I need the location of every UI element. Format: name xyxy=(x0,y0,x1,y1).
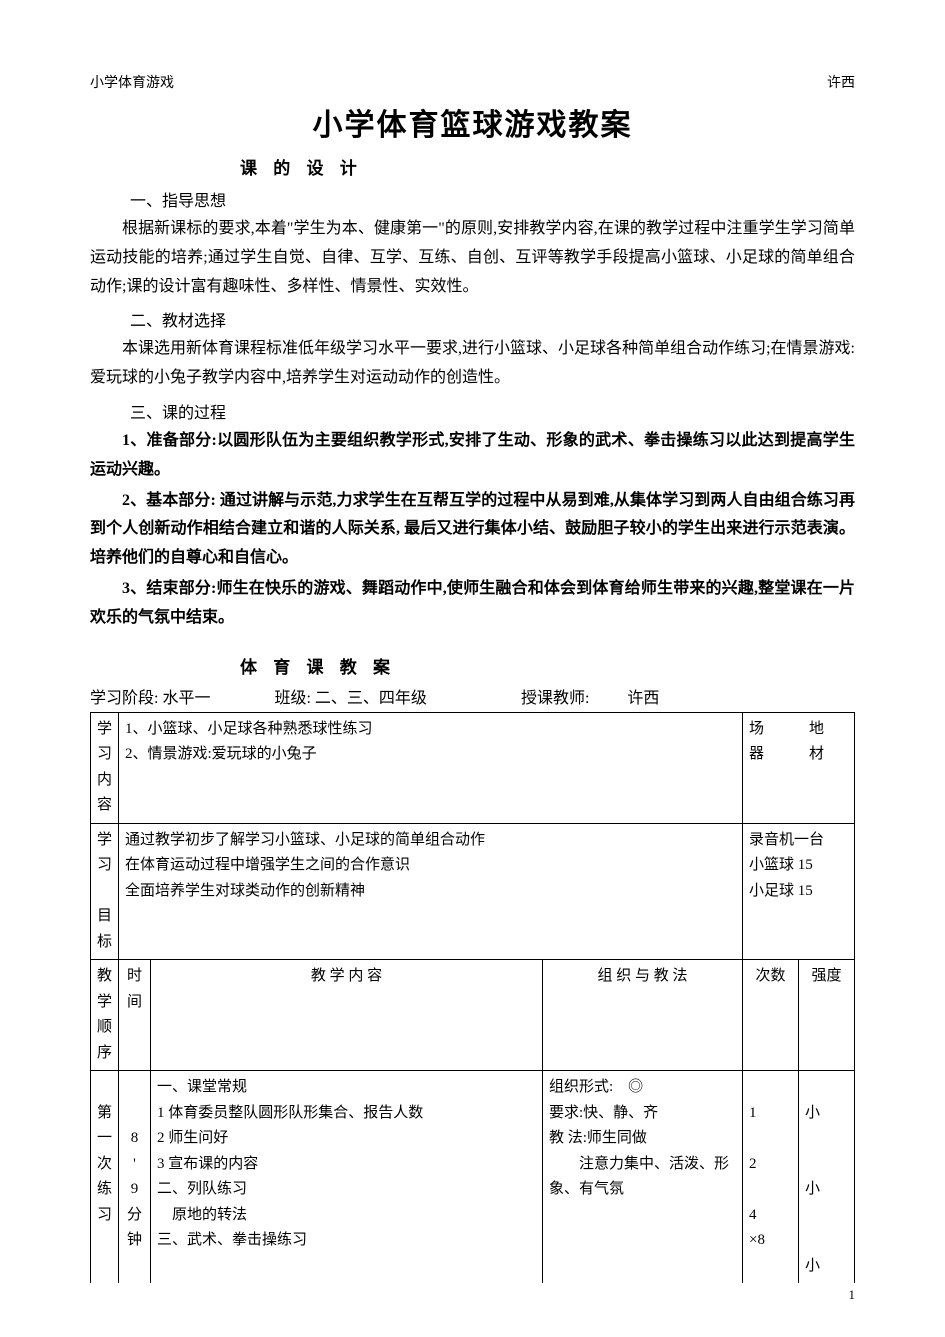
section-2-head: 二、教材选择 xyxy=(130,307,855,331)
header-left: 小学体育游戏 xyxy=(90,72,174,92)
table-row: 学 习 内 容 1、小篮球、小足球各种熟悉球性练习 2、情景游戏:爱玩球的小兔子… xyxy=(91,712,855,823)
th-time: 时 间 xyxy=(119,960,151,1071)
class-value: 二、三、四年级 xyxy=(315,684,427,708)
th-content: 教 学 内 容 xyxy=(151,960,543,1071)
teacher-label: 授课教师: xyxy=(521,684,589,708)
table-header-row: 教 学 顺 序 时 间 教 学 内 容 组 织 与 教 法 次数 强度 xyxy=(91,960,855,1071)
section-3-p2: 2、基本部分: 通过讲解与示范,力求学生在互帮互学的过程中从易到难,从集体学习到… xyxy=(90,487,855,573)
table-row: 第 一 次 练 习 8 ' 9 分 钟 一、课堂常规 1 体育委员整队圆形队形集… xyxy=(91,1071,855,1284)
learning-goals: 通过教学初步了解学习小篮球、小足球的简单组合动作 在体育运动过程中增强学生之间的… xyxy=(119,823,743,960)
time-cell: 8 ' 9 分 钟 xyxy=(119,1071,151,1284)
section-2-para: 本课选用新体育课程标准低年级学习水平一要求,进行小篮球、小足球各种简单组合动作练… xyxy=(90,335,855,393)
equipment-list: 录音机一台 小篮球 15 小足球 15 xyxy=(742,823,854,960)
section-3-p3: 3、结束部分:师生在快乐的游戏、舞蹈动作中,使师生融合和体会到体育给师生带来的兴… xyxy=(90,575,855,633)
seq-label: 第 一 次 练 习 xyxy=(91,1071,119,1284)
table-row: 学 习 目 标 通过教学初步了解学习小篮球、小足球的简单组合动作 在体育运动过程… xyxy=(91,823,855,960)
row-label-content: 学 习 内 容 xyxy=(91,712,119,823)
th-count: 次数 xyxy=(742,960,798,1071)
class-label: 班级: xyxy=(274,684,310,708)
stage-value: 水平一 xyxy=(162,684,210,708)
teacher-value: 许西 xyxy=(627,684,659,708)
section-1-para: 根据新课标的要求,本着"学生为本、健康第一"的原则,安排教学内容,在课的教学过程… xyxy=(90,215,855,301)
plan-subtitle: 体 育 课 教 案 xyxy=(240,653,855,678)
count-cell: 1 2 4 ×8 xyxy=(742,1071,798,1284)
th-org: 组 织 与 教 法 xyxy=(542,960,742,1071)
header-right: 许西 xyxy=(827,72,855,92)
section-1-head: 一、指导思想 xyxy=(130,187,855,211)
venue-equipment: 场 地 器 材 xyxy=(742,712,854,823)
section-3-head: 三、课的过程 xyxy=(130,399,855,423)
row-label-goal: 学 习 目 标 xyxy=(91,823,119,960)
plan-table: 学 习 内 容 1、小篮球、小足球各种熟悉球性练习 2、情景游戏:爱玩球的小兔子… xyxy=(90,712,855,1284)
plan-info-row: 学习阶段: 水平一 班级: 二、三、四年级 授课教师: 许西 xyxy=(90,684,855,708)
learning-content: 1、小篮球、小足球各种熟悉球性练习 2、情景游戏:爱玩球的小兔子 xyxy=(119,712,743,823)
design-subtitle: 课 的 设 计 xyxy=(240,154,855,179)
section-3-p1: 1、准备部分:以圆形队伍为主要组织教学形式,安排了生动、形象的武术、拳击操练习以… xyxy=(90,427,855,485)
th-intensity: 强度 xyxy=(798,960,854,1071)
page-number: 1 xyxy=(849,1287,856,1303)
teaching-content: 一、课堂常规 1 体育委员整队圆形队形集合、报告人数 2 师生问好 3 宣布课的… xyxy=(151,1071,543,1284)
th-seq: 教 学 顺 序 xyxy=(91,960,119,1071)
intensity-cell: 小 小 小 xyxy=(798,1071,854,1284)
org-method: 组织形式: ◎ 要求:快、静、齐 教 法:师生同做 注意力集中、活泼、形象、有气… xyxy=(542,1071,742,1284)
doc-title: 小学体育篮球游戏教案 xyxy=(90,100,855,144)
stage-label: 学习阶段: xyxy=(90,684,158,708)
